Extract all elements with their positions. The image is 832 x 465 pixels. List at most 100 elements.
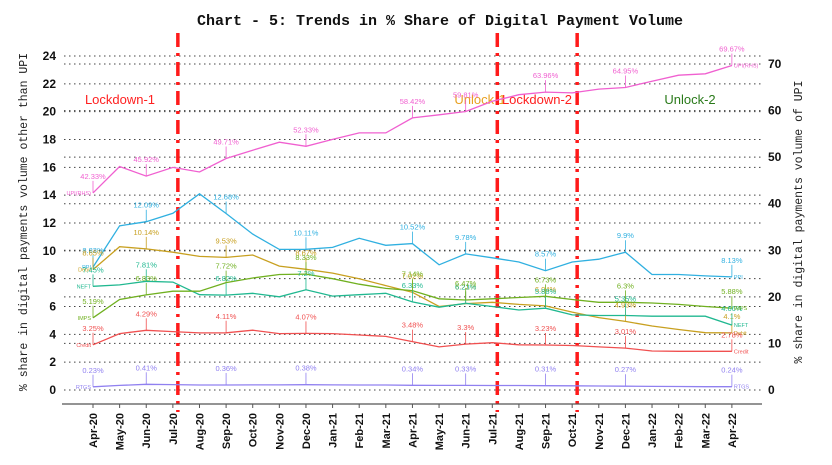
data-label: 0.38% [295,364,317,373]
axes: 024681012141618202224010203040506070Apr-… [43,49,782,450]
data-label: 3.3% [457,323,474,332]
series-end-label: Debit [734,331,747,337]
data-label: 45.92% [134,155,160,164]
series-end-label: Credit [734,349,749,355]
gridlines [64,55,762,391]
data-label: 12.09% [134,201,160,210]
data-label: 63.96% [533,71,559,80]
y-left-tick-label: 2 [49,355,56,369]
series-start-label: IMPS [78,316,92,322]
y-right-tick-label: 10 [768,336,782,350]
data-label: 0.27% [615,365,637,374]
x-tick-label: Jan-21 [328,413,340,448]
data-label: 0.24% [721,366,743,375]
series-start-label: Debit [78,268,91,274]
data-label: 3.23% [535,324,557,333]
y-left-tick-label: 16 [43,160,57,174]
data-label: 3.48% [402,321,424,330]
x-tick-label: Feb-21 [354,413,366,448]
x-tick-label: Apr-20 [88,413,100,448]
data-label: 9.53% [215,236,237,245]
data-label: 58.42% [400,97,426,106]
data-label: 0.36% [215,364,237,373]
data-labels: UPI(RHS) UPI(RHS) 42.33% 45.92% 49.71% 52.33%… [67,45,759,391]
data-label: 64.95% [613,67,639,76]
series-start-label: UPI(RHS) [67,191,92,197]
data-label: 6.83% [136,274,158,283]
x-tick-label: Nov-21 [594,413,606,450]
y-right-tick-label: 30 [768,243,782,257]
data-label: 6.47% [455,279,477,288]
data-label: 4.29% [136,309,158,318]
data-label: 0.33% [455,364,477,373]
y-left-tick-label: 8 [49,272,56,286]
x-tick-label: Mar-22 [700,413,712,448]
y-right-tick-label: 70 [768,57,782,71]
data-label: 8.83% [82,246,104,255]
x-tick-label: Dec-20 [301,413,313,449]
x-tick-label: Apr-21 [407,413,419,448]
series-start-label: RTGS [76,385,92,391]
data-label: 7.02% [402,271,424,280]
y-left-tick-label: 14 [43,188,57,202]
y-left-tick-label: 18 [43,133,57,147]
data-label: 8.67% [295,248,317,257]
data-label: 0.34% [402,364,424,373]
data-label: 3.25% [82,324,104,333]
x-tick-label: Oct-20 [248,413,260,447]
data-label: 0.41% [136,363,158,372]
data-label: 7.45% [82,265,104,274]
y-left-tick-label: 12 [43,216,57,230]
y-right-tick-label: 40 [768,197,782,211]
data-label: 6.21% [455,283,477,292]
x-tick-label: May-20 [115,413,127,450]
data-label: 42.33% [80,172,106,181]
series-end-label: UPI(RHS) [734,64,759,70]
data-label: 0.31% [535,365,557,374]
y-left-tick-label: 22 [43,77,57,91]
data-label: 6.3% [617,281,634,290]
data-label: 3.01% [615,327,637,336]
x-tick-label: Nov-20 [274,413,286,450]
y-right-tick-label: 60 [768,104,782,118]
y-axis-right-title: % share in digital payments volume of UP… [793,81,806,364]
series-end-label: IMPS [734,306,748,312]
data-label: 8.33% [295,253,317,262]
series-line-upirhs [92,64,733,194]
data-label: 49.71% [213,137,239,146]
chart-title: Chart - 5: Trends in % Share of Digital … [197,13,683,30]
series-end-label: PPI [734,275,743,281]
data-label: 4.11% [216,312,237,321]
x-tick-label: Oct-21 [567,413,579,447]
data-label: 8.65% [82,249,104,258]
data-label: 4.07% [295,312,317,321]
y-left-tick-label: 4 [49,327,56,341]
x-tick-label: Sep-21 [541,413,553,449]
y-left-tick-label: 24 [43,49,57,63]
data-label: 7.14% [402,270,424,279]
y-left-tick-label: 0 [49,383,56,397]
x-tick-label: Dec-21 [620,413,632,449]
series-start-label: PPI [82,265,91,271]
data-label: 59.81% [453,90,479,99]
data-label: 10.11% [294,228,319,237]
data-label: 7.81% [136,260,158,269]
x-tick-label: Feb-22 [674,413,686,448]
phase-label: Lockdown-1 [85,92,155,107]
data-label: 0.23% [82,366,104,375]
series-start-label: NEFT [77,284,92,290]
y-left-tick-label: 10 [43,244,57,258]
x-tick-label: Jan-22 [647,413,659,448]
x-tick-label: Jun-20 [141,413,153,448]
x-tick-label: Apr-22 [727,413,739,448]
x-tick-label: Jul-21 [487,413,499,445]
data-label: 6.23% [455,282,477,291]
x-tick-label: Aug-21 [514,413,526,450]
phase-label: Lockdown-2 [502,92,572,107]
data-label: 9.78% [455,233,477,242]
x-tick-label: Sep-20 [221,413,233,449]
x-tick-label: Jun-21 [461,413,473,448]
data-label: 8.57% [535,250,557,259]
